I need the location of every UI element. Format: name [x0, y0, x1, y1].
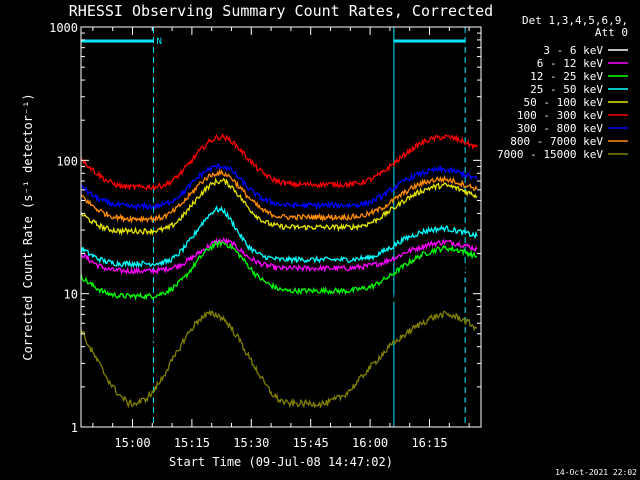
y-tick-label-3: 1000 — [49, 21, 78, 35]
series-line-8 — [80, 309, 478, 409]
series-line-3 — [80, 205, 478, 269]
legend-label-5: 100 - 300 keV — [517, 109, 603, 122]
x-tick-label-5: 16:15 — [411, 436, 447, 450]
chart-title: RHESSI Observing Summary Count Rates, Co… — [69, 2, 493, 20]
footer-timestamp: 14-Oct-2021 22:02 — [555, 468, 637, 477]
x-axis-label: Start Time (09-Jul-08 14:47:02) — [169, 455, 393, 469]
legend-header-0: Det 1,3,4,5,6,9, — [522, 14, 628, 27]
y-tick-label-1: 10 — [64, 288, 78, 302]
x-tick-label-0: 15:00 — [114, 436, 150, 450]
axes: 1 10 100 1000 15:00 15:15 15:30 15:45 16:00 16:15 — [49, 21, 481, 450]
series-line-6 — [80, 163, 478, 212]
legend-label-8: 7000 - 15000 keV — [497, 148, 603, 161]
legend-label-0: 3 - 6 keV — [543, 44, 603, 57]
legend-label-7: 800 - 7000 keV — [510, 135, 603, 148]
legend-label-6: 300 - 800 keV — [517, 122, 603, 135]
series-line-7 — [80, 168, 478, 224]
legend-label-4: 50 - 100 keV — [524, 96, 604, 109]
plot-frame — [80, 26, 482, 428]
legend-label-2: 12 - 25 keV — [530, 70, 603, 83]
series-line-1 — [80, 236, 478, 276]
legend-header-1: Att 0 — [595, 26, 628, 39]
legend-label-1: 6 - 12 keV — [537, 57, 604, 70]
x-tick-label-2: 15:30 — [233, 436, 269, 450]
x-tick-label-4: 16:00 — [352, 436, 388, 450]
series-line-4 — [80, 176, 478, 236]
legend-label-3: 25 - 50 keV — [530, 83, 603, 96]
night-label-0: N — [156, 37, 161, 47]
series-line-2 — [80, 239, 477, 301]
y-axis-label: Corrected Count Rate (s⁻¹ detector⁻¹) — [21, 93, 35, 360]
x-tick-label-1: 15:15 — [174, 436, 210, 450]
series-line-5 — [80, 132, 478, 192]
series-line-0 — [80, 259, 478, 345]
y-tick-label-0: 1 — [71, 421, 78, 435]
data-series — [80, 132, 478, 409]
x-tick-label-3: 15:45 — [293, 436, 329, 450]
y-tick-label-2: 100 — [56, 154, 78, 168]
